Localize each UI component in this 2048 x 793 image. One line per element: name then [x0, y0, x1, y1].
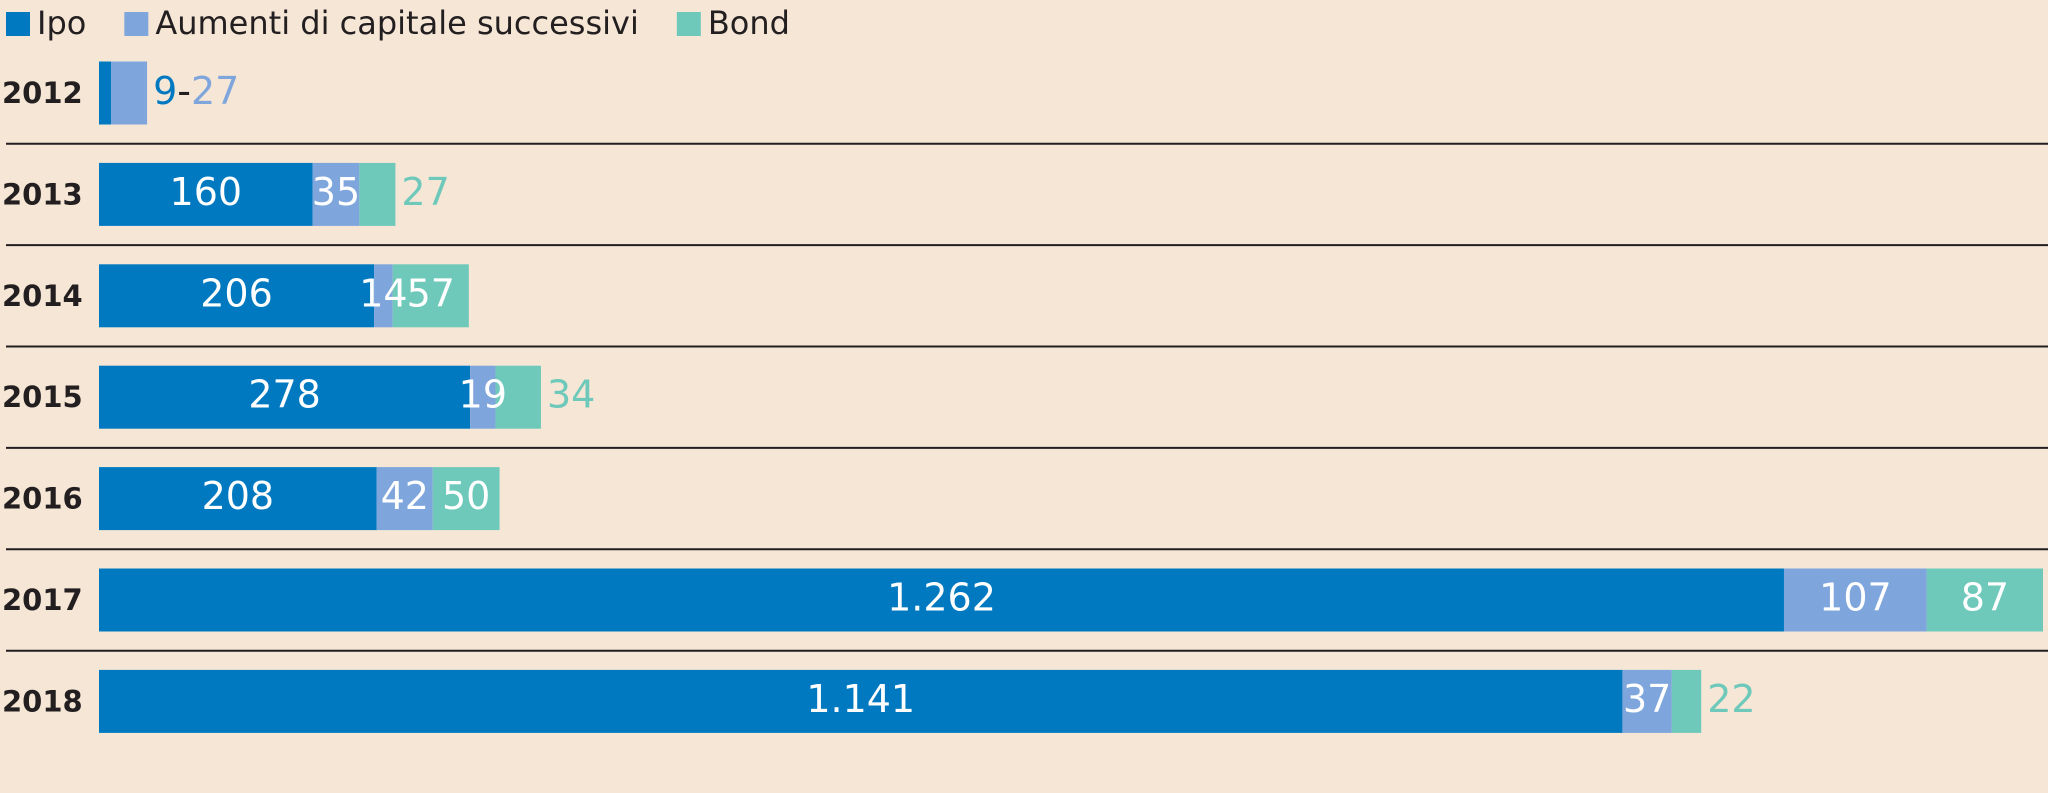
value-label: 107 — [1819, 576, 1892, 620]
value-label: 160 — [170, 170, 243, 214]
bar-segment — [374, 264, 393, 328]
value-label: 27 — [401, 170, 449, 214]
bar-segment — [359, 162, 396, 226]
label-separator: - — [177, 69, 191, 113]
legend-swatch — [676, 12, 701, 36]
value-label-part: 27 — [191, 69, 239, 113]
value-label: 37 — [1623, 677, 1671, 721]
category-label: 2012 — [2, 76, 83, 110]
legend-swatch — [124, 12, 149, 36]
bar-segment — [392, 264, 469, 328]
value-label: 50 — [442, 474, 490, 518]
value-label-part: 9 — [153, 69, 177, 113]
bar-segment — [99, 467, 377, 531]
bar-segment — [99, 61, 112, 125]
bar-segment — [99, 162, 313, 226]
category-label: 2017 — [2, 583, 83, 617]
bar-segment — [99, 264, 375, 328]
category-label: 2018 — [2, 684, 83, 718]
value-label: 278 — [248, 373, 321, 417]
category-label: 2016 — [2, 482, 83, 516]
value-label: 35 — [312, 170, 360, 214]
bar-segment — [495, 365, 541, 429]
bar-segment — [1622, 669, 1672, 733]
value-label: 14 — [359, 271, 407, 315]
value-label: 19 — [459, 373, 507, 417]
legend-swatch — [6, 12, 30, 36]
bar-segment — [1783, 568, 1927, 632]
bar-segment — [376, 467, 433, 531]
category-label: 2015 — [2, 380, 83, 414]
value-label: 1.141 — [806, 677, 915, 721]
value-label: 57 — [407, 271, 455, 315]
value-label: 22 — [1707, 677, 1755, 721]
legend-label: Ipo — [37, 4, 86, 42]
bar-segment — [99, 669, 1623, 733]
bar-segment — [99, 568, 1784, 632]
legend-label: Bond — [708, 4, 790, 42]
value-label: 34 — [547, 373, 595, 417]
value-label: 208 — [202, 474, 275, 518]
bar-segment — [1671, 669, 1702, 733]
bar-segment — [432, 467, 500, 531]
value-label: 206 — [200, 271, 273, 315]
legend-label: Aumenti di capitale successivi — [155, 4, 639, 42]
value-label: 87 — [1961, 576, 2009, 620]
bar-segment — [1926, 568, 2043, 632]
bar-segment — [470, 365, 496, 429]
value-label: 42 — [381, 474, 429, 518]
value-label: 1.262 — [887, 576, 996, 620]
bar-segment — [111, 61, 148, 125]
bar-segment — [312, 162, 360, 226]
value-label: 9-27 — [153, 69, 239, 113]
bar-segment — [99, 365, 471, 429]
category-label: 2013 — [2, 177, 83, 211]
category-label: 2014 — [2, 279, 83, 313]
